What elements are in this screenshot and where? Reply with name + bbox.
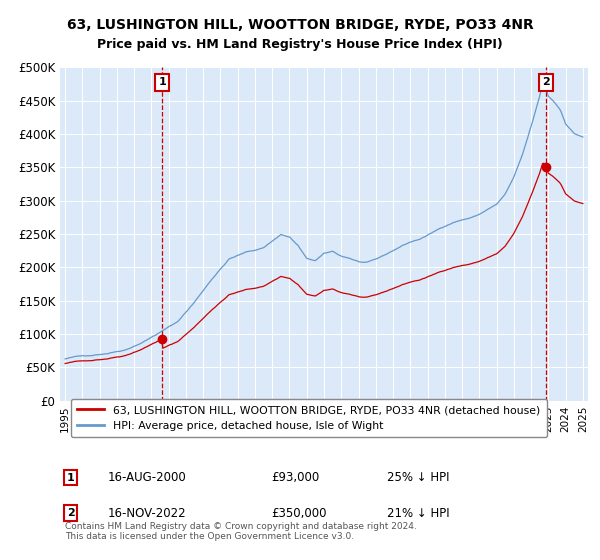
Text: Price paid vs. HM Land Registry's House Price Index (HPI): Price paid vs. HM Land Registry's House … <box>97 38 503 52</box>
Text: 16-NOV-2022: 16-NOV-2022 <box>107 507 186 520</box>
Text: 1: 1 <box>158 77 166 87</box>
Text: 63, LUSHINGTON HILL, WOOTTON BRIDGE, RYDE, PO33 4NR: 63, LUSHINGTON HILL, WOOTTON BRIDGE, RYD… <box>67 18 533 32</box>
Text: 25% ↓ HPI: 25% ↓ HPI <box>388 471 450 484</box>
Text: 1: 1 <box>67 473 74 483</box>
Text: 2: 2 <box>542 77 550 87</box>
Text: Contains HM Land Registry data © Crown copyright and database right 2024.
This d: Contains HM Land Registry data © Crown c… <box>65 522 417 542</box>
Text: £93,000: £93,000 <box>271 471 319 484</box>
Text: 21% ↓ HPI: 21% ↓ HPI <box>388 507 450 520</box>
Text: 2: 2 <box>67 508 74 518</box>
Text: £350,000: £350,000 <box>271 507 327 520</box>
Text: 16-AUG-2000: 16-AUG-2000 <box>107 471 186 484</box>
Legend: 63, LUSHINGTON HILL, WOOTTON BRIDGE, RYDE, PO33 4NR (detached house), HPI: Avera: 63, LUSHINGTON HILL, WOOTTON BRIDGE, RYD… <box>71 399 547 437</box>
